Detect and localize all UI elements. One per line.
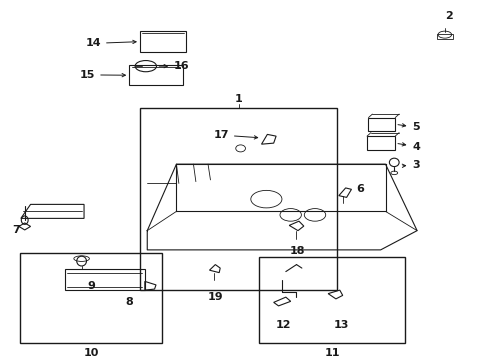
Text: 7: 7	[12, 225, 20, 235]
Bar	[259, 257, 404, 343]
Bar	[366, 136, 394, 150]
Text: 1: 1	[234, 94, 242, 104]
Text: 3: 3	[401, 160, 419, 170]
Bar	[129, 65, 183, 85]
Text: 11: 11	[324, 348, 339, 358]
Bar	[140, 31, 186, 52]
Text: 5: 5	[397, 122, 419, 132]
Text: 14: 14	[85, 39, 136, 48]
Text: 18: 18	[289, 246, 304, 256]
Text: 16: 16	[159, 61, 189, 71]
Text: 12: 12	[275, 320, 290, 330]
Bar	[20, 253, 162, 343]
Text: 10: 10	[83, 348, 99, 358]
Bar	[140, 108, 336, 290]
Bar	[436, 33, 452, 39]
Text: 17: 17	[213, 130, 257, 140]
Text: 13: 13	[333, 320, 349, 330]
Bar	[368, 118, 394, 131]
Text: 15: 15	[80, 70, 125, 80]
Text: 4: 4	[397, 141, 419, 152]
Text: 6: 6	[356, 184, 364, 194]
Text: 19: 19	[207, 292, 223, 302]
Text: 8: 8	[125, 297, 133, 307]
Text: 2: 2	[444, 11, 452, 21]
Text: 9: 9	[87, 282, 95, 291]
